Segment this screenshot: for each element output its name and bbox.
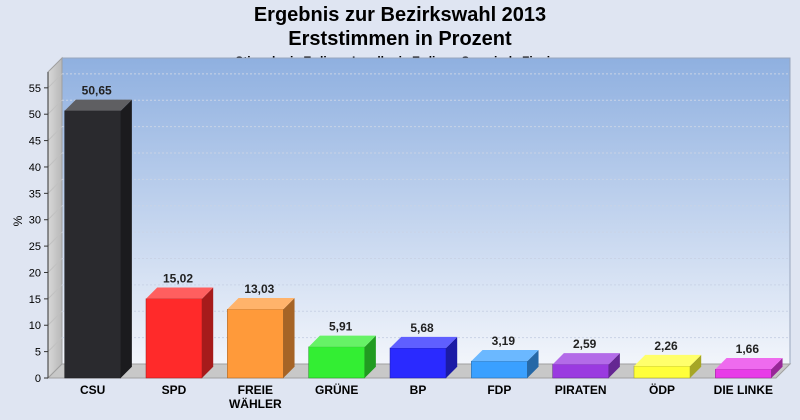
bar-value-label: 13,03	[244, 282, 274, 296]
x-category-label: FREIE	[238, 383, 273, 397]
y-tick-label: 30	[29, 215, 41, 227]
bar-side	[608, 353, 620, 378]
chart-title: Ergebnis zur Bezirkswahl 2013	[253, 4, 547, 26]
gridline-wall	[47, 258, 63, 273]
bar-freie-wähler	[227, 309, 284, 379]
bar-value-label: 50,65	[82, 84, 112, 98]
y-tick-label: 15	[29, 294, 41, 306]
bar-value-label: 2,26	[654, 339, 678, 353]
gridline-wall	[47, 73, 63, 89]
bar-side	[364, 335, 376, 378]
x-category-label: ÖDP	[649, 382, 675, 397]
bar-top	[390, 336, 458, 349]
y-tick-label: 5	[35, 347, 41, 359]
y-tick-label: 20	[29, 267, 41, 279]
bar-value-label: 3,19	[492, 334, 516, 348]
bar-top	[64, 99, 132, 111]
y-axis-label: %	[11, 215, 25, 226]
x-category-label: CSU	[80, 383, 105, 397]
y-tick-label: 10	[29, 320, 41, 332]
bar-top	[308, 335, 376, 347]
chart-subtitle: Erststimmen in Prozent	[288, 28, 512, 50]
bar-fdp	[471, 360, 528, 379]
y-tick-label: 25	[29, 241, 41, 253]
bar-side	[690, 354, 702, 378]
bar-value-label: 15,02	[163, 272, 193, 286]
y-tick-label: 40	[29, 162, 41, 174]
bar-value-label: 1,66	[736, 342, 760, 356]
x-category-label: FDP	[487, 383, 511, 397]
gridline-wall	[47, 310, 63, 326]
gridline-wall	[47, 284, 63, 300]
x-category-label: SPD	[162, 383, 187, 397]
bar-top	[715, 358, 783, 370]
bar-value-label: 5,91	[329, 320, 353, 334]
bar-piraten	[552, 364, 609, 379]
bar-ödp	[633, 365, 691, 379]
gridline-wall	[47, 205, 63, 221]
gridline-wall	[47, 152, 63, 168]
y-tick-label: 45	[29, 136, 41, 148]
bar-side	[527, 349, 539, 378]
bar-side	[771, 358, 783, 378]
bar-grüne	[308, 346, 365, 379]
bar-top	[552, 353, 620, 365]
bar-side	[202, 287, 214, 378]
x-category-label: GRÜNE	[315, 382, 358, 397]
y-tick-label: 0	[35, 373, 41, 385]
gridline-wall	[47, 126, 63, 141]
y-tick-label: 55	[29, 83, 41, 95]
bar-bp	[389, 347, 447, 379]
bar-top	[146, 287, 214, 299]
gridline-wall	[47, 231, 63, 247]
gridline-wall	[47, 99, 63, 115]
x-category-label: BP	[410, 383, 427, 397]
x-category-label: DIE LINKE	[714, 383, 773, 397]
bar-value-label: 5,68	[410, 321, 434, 335]
bar-value-label: 2,59	[573, 337, 597, 351]
bar-die-linke	[715, 368, 772, 379]
gridline-wall	[47, 337, 63, 352]
y-tick-label: 35	[29, 188, 41, 200]
bar-side	[283, 298, 295, 378]
y-tick-label: 50	[29, 109, 41, 121]
x-category-label: PIRATEN	[555, 383, 607, 397]
bar-top	[471, 349, 539, 362]
bar-side	[446, 336, 458, 378]
bar-csu	[64, 110, 121, 379]
gridline-wall	[47, 178, 63, 194]
bar-side	[120, 99, 132, 379]
bar-top	[227, 298, 295, 310]
bar-top	[634, 354, 702, 367]
x-category-label: WÄHLER	[229, 396, 282, 411]
bar-spd	[145, 298, 203, 379]
